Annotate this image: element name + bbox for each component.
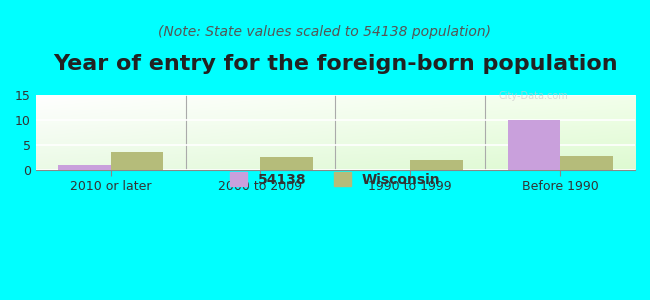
Text: City-Data.com: City-Data.com	[498, 91, 568, 101]
Title: Year of entry for the foreign-born population: Year of entry for the foreign-born popul…	[53, 54, 618, 74]
Bar	[261, 157, 313, 170]
Bar	[58, 165, 110, 170]
Bar	[560, 156, 612, 170]
Bar	[410, 160, 463, 170]
Legend: 54138, Wisconsin: 54138, Wisconsin	[224, 167, 446, 192]
Text: (Note: State values scaled to 54138 population): (Note: State values scaled to 54138 popu…	[159, 25, 491, 39]
Bar	[111, 152, 163, 169]
Bar	[508, 120, 560, 169]
